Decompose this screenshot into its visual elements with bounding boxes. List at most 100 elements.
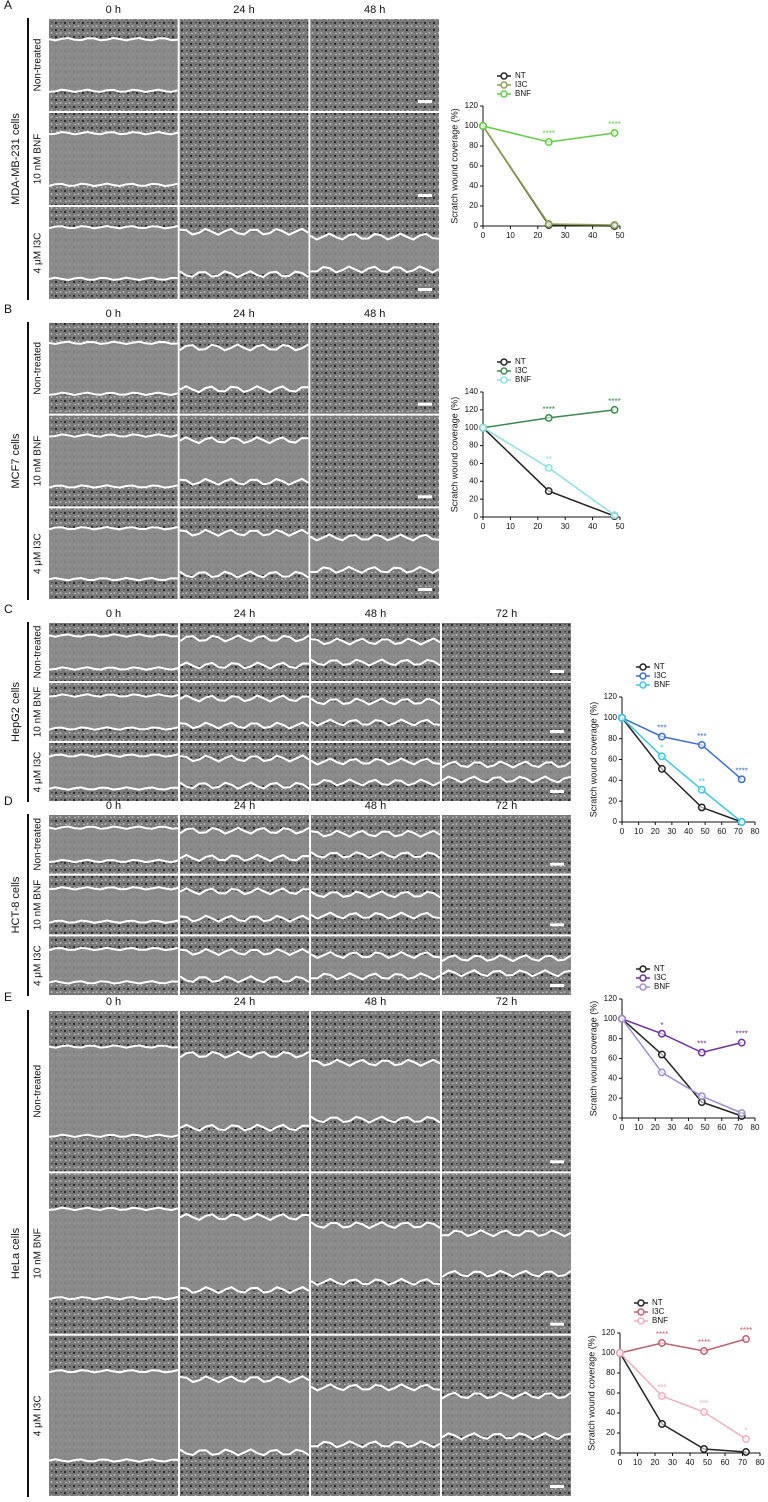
scratch-area xyxy=(442,1233,571,1274)
scratch-area xyxy=(180,1379,309,1453)
scratch-area xyxy=(180,1054,309,1128)
wound-edge xyxy=(441,1269,572,1278)
scratch-area xyxy=(311,1062,440,1120)
scratch-area xyxy=(311,833,440,855)
micrograph xyxy=(310,415,439,507)
legend-label: BNF xyxy=(515,375,531,384)
data-point xyxy=(610,511,619,520)
time-label: 0 h xyxy=(106,4,121,16)
y-tick-label: 0 xyxy=(474,512,479,521)
x-tick-label: 50 xyxy=(701,827,710,836)
data-point xyxy=(657,1050,666,1059)
scratch-area xyxy=(49,635,178,669)
scratch-area xyxy=(49,435,178,487)
x-tick-label: 80 xyxy=(751,1123,760,1132)
wound-edge xyxy=(310,911,441,920)
wound-edge xyxy=(441,1391,572,1400)
x-tick-label: 70 xyxy=(738,1458,747,1467)
scratch-area xyxy=(49,227,178,279)
legend-label: BNF xyxy=(654,680,670,689)
data-point xyxy=(737,818,746,826)
y-tick-label: 60 xyxy=(606,1388,615,1397)
x-tick-label: 80 xyxy=(751,827,760,836)
y-axis-label: Scratch wound coverage (%) xyxy=(588,702,598,818)
wound-edge xyxy=(48,919,179,924)
wound-edge xyxy=(48,525,178,531)
x-tick-label: 60 xyxy=(717,1123,726,1132)
scratch-area xyxy=(49,1371,178,1461)
significance-label: * xyxy=(660,1021,663,1030)
legend-marker xyxy=(639,974,647,982)
wound-edge xyxy=(441,954,572,963)
scale-bar xyxy=(550,670,564,673)
wound-edge xyxy=(48,980,179,985)
significance-label: *** xyxy=(699,1399,708,1408)
time-label: 72 h xyxy=(496,800,517,812)
scratch-area xyxy=(310,236,439,270)
scratch-area xyxy=(311,955,440,977)
time-label: 0 h xyxy=(106,996,121,1008)
wound-edge xyxy=(310,1115,441,1124)
series-line xyxy=(482,427,615,517)
data-point xyxy=(616,1349,624,1357)
legend-label: I3C xyxy=(654,973,667,982)
data-point xyxy=(697,1092,706,1101)
wound-edge xyxy=(179,343,309,352)
y-tick-label: 20 xyxy=(606,1428,615,1437)
row-label: Non-treated xyxy=(33,626,44,679)
scratch-area xyxy=(311,701,440,723)
data-point xyxy=(657,732,666,741)
wound-edge xyxy=(179,781,310,790)
panel-letter: C xyxy=(4,602,13,616)
wound-edge xyxy=(179,975,310,984)
scratch-area xyxy=(49,133,178,185)
y-tick-label: 100 xyxy=(465,121,479,130)
wound-edge xyxy=(48,484,178,489)
x-tick-label: 10 xyxy=(506,231,515,240)
data-point xyxy=(479,423,487,432)
scale-bar xyxy=(550,730,564,733)
legend-marker xyxy=(639,965,647,973)
y-tick-label: 100 xyxy=(604,713,618,722)
scratch-area xyxy=(442,1395,571,1437)
legend-label: I3C xyxy=(654,671,667,680)
y-tick-label: 40 xyxy=(608,1073,617,1082)
row-label: 4 μM I3C xyxy=(33,752,44,793)
wound-edge xyxy=(48,825,179,830)
y-tick-label: 40 xyxy=(608,775,617,784)
scratch-area xyxy=(49,695,178,729)
x-tick-label: 0 xyxy=(481,231,486,240)
scratch-area xyxy=(179,231,309,275)
time-label: 48 h xyxy=(365,800,386,812)
wound-edge xyxy=(179,1375,310,1384)
data-point xyxy=(697,740,706,749)
wound-edge xyxy=(179,385,309,394)
legend-marker xyxy=(637,1308,645,1316)
x-tick-label: 60 xyxy=(721,1458,730,1467)
scratch-area xyxy=(49,39,178,91)
y-tick-label: 80 xyxy=(469,141,478,150)
data-point xyxy=(742,1435,750,1443)
x-tick-label: 20 xyxy=(533,231,542,240)
legend-marker xyxy=(500,358,508,366)
wound-edge xyxy=(179,914,310,923)
y-tick-label: 0 xyxy=(613,817,618,826)
scratch-area xyxy=(310,537,439,570)
legend-marker xyxy=(639,681,647,689)
x-tick-label: 0 xyxy=(618,1458,623,1467)
scratch-area xyxy=(311,894,440,916)
scratch-area xyxy=(180,891,309,919)
data-point xyxy=(697,785,706,794)
x-tick-label: 20 xyxy=(651,1458,660,1467)
x-tick-label: 0 xyxy=(620,827,625,836)
data-point xyxy=(697,1048,706,1057)
micrograph xyxy=(442,1011,571,1172)
legend-marker xyxy=(500,90,508,98)
cell-line-label: MCF7 cells xyxy=(10,433,22,489)
scratch-area xyxy=(49,948,178,983)
micrograph xyxy=(442,623,571,681)
x-tick-label: 40 xyxy=(684,827,693,836)
y-tick-label: 0 xyxy=(611,1448,616,1457)
row-label: 4 μM I3C xyxy=(33,945,44,986)
y-tick-label: 120 xyxy=(604,692,618,701)
